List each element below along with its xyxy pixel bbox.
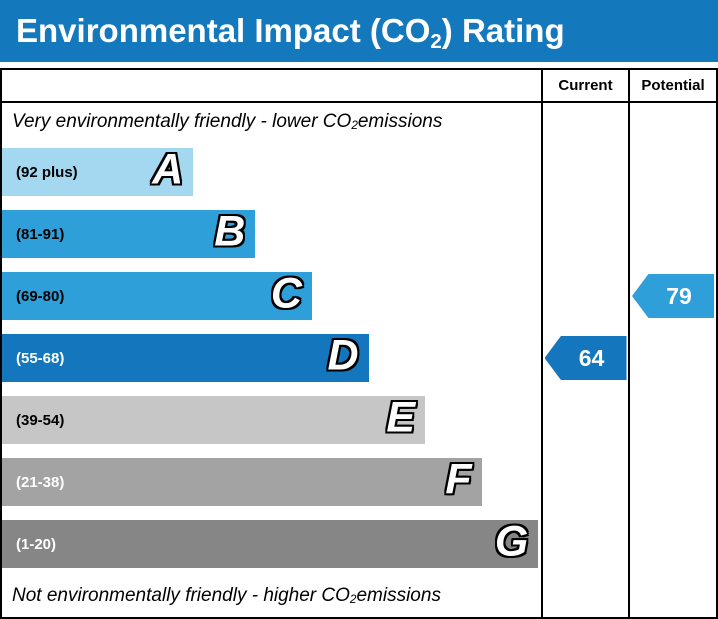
current-value: 64 — [578, 344, 605, 371]
band-range-label: (81-91) — [16, 225, 65, 243]
top-note: Very environmentally friendly - lower CO… — [2, 103, 541, 141]
band-row-b: (81-91) B — [2, 203, 541, 265]
band-letter: F — [445, 455, 472, 504]
potential-value: 79 — [666, 282, 692, 309]
band-row-f: (21-38) F — [2, 451, 541, 513]
band-row-d: (55-68) D — [2, 327, 541, 389]
band-bar-b: (81-91) B — [2, 207, 256, 258]
header-current: Current — [541, 70, 628, 103]
current-cell-c — [541, 265, 628, 327]
potential-cell-d — [628, 327, 716, 389]
title-subscript: 2 — [430, 29, 442, 53]
bottom-note-subscript: 2 — [349, 592, 357, 606]
potential-column-spacer — [628, 103, 716, 141]
band-bar-e: (39-54) E — [2, 393, 426, 444]
current-column-footer — [541, 575, 628, 617]
band-range-label: (39-54) — [16, 411, 65, 429]
potential-cell-a — [628, 141, 716, 203]
page-title: Environmental Impact (CO2) Rating — [0, 0, 718, 62]
band-range-label: (55-68) — [16, 349, 65, 367]
band-letter: C — [270, 269, 302, 318]
band-range-label: (21-38) — [16, 473, 65, 491]
top-note-suffix: emissions — [357, 111, 443, 132]
top-note-subscript: 2 — [351, 118, 358, 132]
band-range-label: (69-80) — [16, 287, 65, 305]
band-row-g: (1-20) G — [2, 513, 541, 575]
band-bar-c: (69-80) C — [2, 272, 312, 320]
band-row-a: (92 plus) A — [2, 141, 541, 203]
potential-cell-b — [628, 203, 716, 265]
header-main-empty — [2, 70, 541, 103]
current-cell-d: 64 — [541, 327, 628, 389]
title-prefix: Environmental Impact (CO — [16, 12, 431, 49]
current-cell-f — [541, 451, 628, 513]
band-letter: D — [327, 331, 359, 380]
band-bar-f: (21-38) F — [2, 458, 482, 506]
band-row-c: (69-80) C — [2, 265, 541, 327]
current-cell-g — [541, 513, 628, 575]
bottom-note-prefix: Not environmentally friendly - higher CO — [12, 585, 350, 606]
band-row-e: (39-54) E — [2, 389, 541, 451]
band-letter: B — [214, 207, 246, 256]
header-potential: Potential — [628, 70, 716, 103]
current-column-spacer — [541, 103, 628, 141]
band-bar-d: (55-68) D — [2, 334, 369, 382]
band-bar-a: (92 plus) A — [2, 145, 194, 196]
band-letter: G — [494, 517, 529, 566]
potential-cell-f — [628, 451, 716, 513]
top-note-prefix: Very environmentally friendly - lower CO — [12, 111, 352, 132]
current-cell-e — [541, 389, 628, 451]
band-letter: E — [386, 393, 416, 442]
band-range-label: (1-20) — [16, 535, 57, 553]
page-title-text: Environmental Impact (CO2) Rating — [16, 12, 565, 53]
potential-cell-c: 79 — [628, 265, 716, 327]
band-letter: A — [152, 145, 184, 194]
band-bar-g: (1-20) G — [2, 517, 539, 568]
potential-cell-e — [628, 389, 716, 451]
potential-arrow: 79 — [632, 274, 714, 318]
current-arrow: 64 — [544, 336, 627, 380]
band-range-label: (92 plus) — [16, 163, 78, 181]
potential-cell-g — [628, 513, 716, 575]
current-cell-b — [541, 203, 628, 265]
bottom-note: Not environmentally friendly - higher CO… — [2, 575, 541, 617]
bottom-note-suffix: emissions — [356, 585, 441, 606]
current-cell-a — [541, 141, 628, 203]
title-suffix: ) Rating — [441, 12, 565, 49]
rating-table: Current Potential Very environmentally f… — [0, 68, 718, 619]
potential-column-footer — [628, 575, 716, 617]
